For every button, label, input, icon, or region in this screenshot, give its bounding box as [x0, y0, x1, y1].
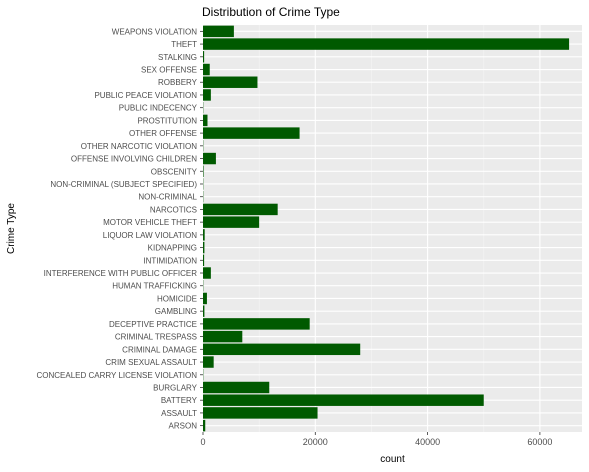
bar [203, 25, 234, 38]
y-tick-label: CONCEALED CARRY LICENSE VIOLATION [37, 371, 198, 380]
bar [203, 419, 206, 432]
bar [203, 229, 205, 241]
y-tick-label: STALKING [158, 53, 197, 62]
y-tick-label: HUMAN TRAFFICKING [112, 282, 197, 291]
y-tick-label: CRIMINAL TRESPASS [115, 333, 197, 342]
bar-layer [203, 25, 570, 432]
y-tick-label: NARCOTICS [150, 205, 197, 214]
y-tick-label: WEAPONS VIOLATION [112, 27, 197, 36]
bar [203, 63, 210, 76]
y-tick-label: ARSON [169, 422, 198, 431]
plot-panel [203, 25, 582, 432]
x-tick-label: 20000 [303, 437, 328, 447]
bar [203, 203, 278, 216]
x-axis-title: count [380, 454, 405, 465]
chart-title: Distribution of Crime Type [202, 5, 340, 19]
x-tick-label: 40000 [415, 437, 440, 447]
y-tick-label: PROSTITUTION [137, 116, 197, 125]
y-tick-label: PUBLIC PEACE VIOLATION [94, 91, 197, 100]
y-tick-label: NON-CRIMINAL [138, 193, 197, 202]
bar [203, 216, 260, 228]
bar [203, 152, 216, 165]
y-tick-label: MOTOR VEHICLE THEFT [103, 218, 197, 227]
y-tick-label: INTIMIDATION [143, 256, 197, 265]
bar [203, 318, 310, 330]
y-tick-label: NON-CRIMINAL (SUBJECT SPECIFIED) [50, 180, 197, 189]
y-tick-label: OBSCENITY [151, 167, 198, 176]
y-tick-label: ROBBERY [158, 78, 198, 87]
x-tick-label: 60000 [527, 437, 552, 447]
y-tick-label: PUBLIC INDECENCY [119, 104, 198, 113]
bar [203, 127, 300, 139]
y-tick-label: DECEPTIVE PRACTICE [109, 320, 197, 329]
y-tick-label: CRIMINAL DAMAGE [122, 345, 197, 354]
y-tick-label: THEFT [171, 40, 197, 49]
y-tick-label: BURGLARY [153, 383, 198, 392]
y-tick-label: HOMICIDE [157, 294, 197, 303]
y-tick-label: INTERFERENCE WITH PUBLIC OFFICER [44, 269, 198, 278]
bar [203, 76, 258, 88]
bar [203, 407, 318, 419]
bar [203, 305, 205, 317]
bar [203, 267, 211, 279]
bar [203, 51, 205, 63]
y-tick-label: LIQUOR LAW VIOLATION [103, 231, 197, 240]
y-axis-title: Crime Type [6, 203, 17, 254]
bar [203, 292, 207, 305]
y-tick-label: SEX OFFENSE [141, 66, 197, 75]
bar [203, 356, 214, 368]
bar [203, 394, 484, 406]
bar [203, 241, 205, 254]
x-axis: 0 20000 40000 60000 [200, 432, 552, 447]
y-tick-label: KIDNAPPING [148, 244, 197, 253]
y-tick-label: GAMBLING [155, 307, 197, 316]
bar [203, 330, 243, 343]
y-tick-label: CRIM SEXUAL ASSAULT [105, 358, 197, 367]
bar [203, 114, 208, 127]
y-tick-label: OTHER NARCOTIC VIOLATION [81, 142, 198, 151]
bar [203, 343, 361, 356]
bar [203, 89, 211, 101]
y-tick-label: OFFENSE INVOLVING CHILDREN [71, 155, 197, 164]
x-tick-label: 0 [200, 437, 205, 447]
y-tick-label: ASSAULT [161, 409, 197, 418]
bar [203, 381, 270, 394]
bar [203, 165, 204, 177]
y-axis: ARSON ASSAULT BATTERY BURGLARY CONCEALED CAR… [37, 27, 203, 431]
bar [203, 254, 205, 267]
y-tick-label: OTHER OFFENSE [129, 129, 197, 138]
bar [203, 38, 570, 50]
y-tick-label: BATTERY [161, 396, 198, 405]
